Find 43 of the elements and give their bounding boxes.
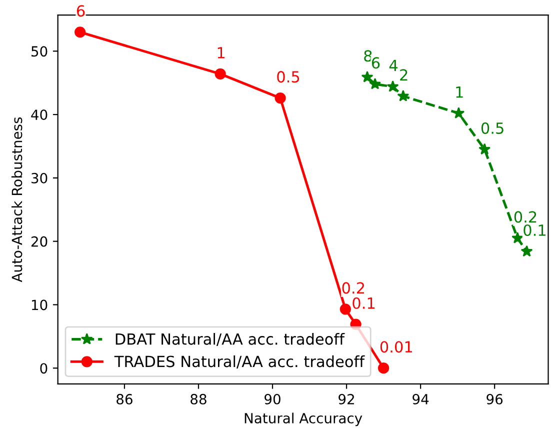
point [520, 245, 533, 257]
annotation: 2 [400, 69, 408, 80]
x-axis-title: Natural Accuracy [244, 412, 362, 426]
point [397, 90, 410, 102]
point [386, 80, 399, 92]
point [512, 232, 524, 244]
x-tick-label: 90 [264, 394, 280, 404]
legend-label: TRADES Natural/AA acc. tradeoff [114, 355, 365, 368]
annotation: 0.2 [514, 211, 536, 223]
annotation: 0.01 [380, 341, 412, 353]
point [378, 362, 390, 374]
y-tick-label: 40 [31, 110, 48, 120]
y-tick-label: 20 [31, 236, 48, 247]
annotation: 8 [364, 50, 372, 62]
annotation: 0.5 [277, 71, 300, 83]
y-axis-title: Auto-Attack Robustness [11, 117, 22, 282]
x-tick-label: 86 [116, 394, 132, 404]
x-tick-label: 96 [486, 394, 503, 404]
annotation: 0.1 [352, 297, 375, 309]
annotation: 1 [218, 47, 224, 58]
x-tick-label: 88 [190, 394, 206, 404]
x-tick-label: 94 [412, 394, 429, 404]
annotation: 4 [389, 60, 398, 71]
y-tick-label: 0 [40, 363, 48, 374]
point [452, 107, 465, 118]
annotation: 6 [372, 57, 380, 69]
y-tick-label: 50 [32, 46, 48, 57]
y-tick-label: 30 [32, 172, 48, 184]
annotation: 0.2 [342, 282, 364, 294]
annotation: 0.5 [481, 122, 504, 134]
point [214, 68, 226, 80]
annotation: 6 [76, 5, 85, 17]
x-tick-label: 92 [338, 394, 354, 404]
annotation: 1 [456, 86, 463, 98]
annotation: 0.1 [524, 224, 546, 236]
point [274, 92, 286, 104]
point [340, 304, 351, 315]
point [361, 70, 374, 82]
point [74, 26, 86, 38]
point [478, 143, 491, 155]
y-tick-label: 10 [32, 300, 48, 310]
legend-label: DBAT Natural/AA acc. tradeoff [116, 332, 345, 346]
point [369, 78, 382, 90]
